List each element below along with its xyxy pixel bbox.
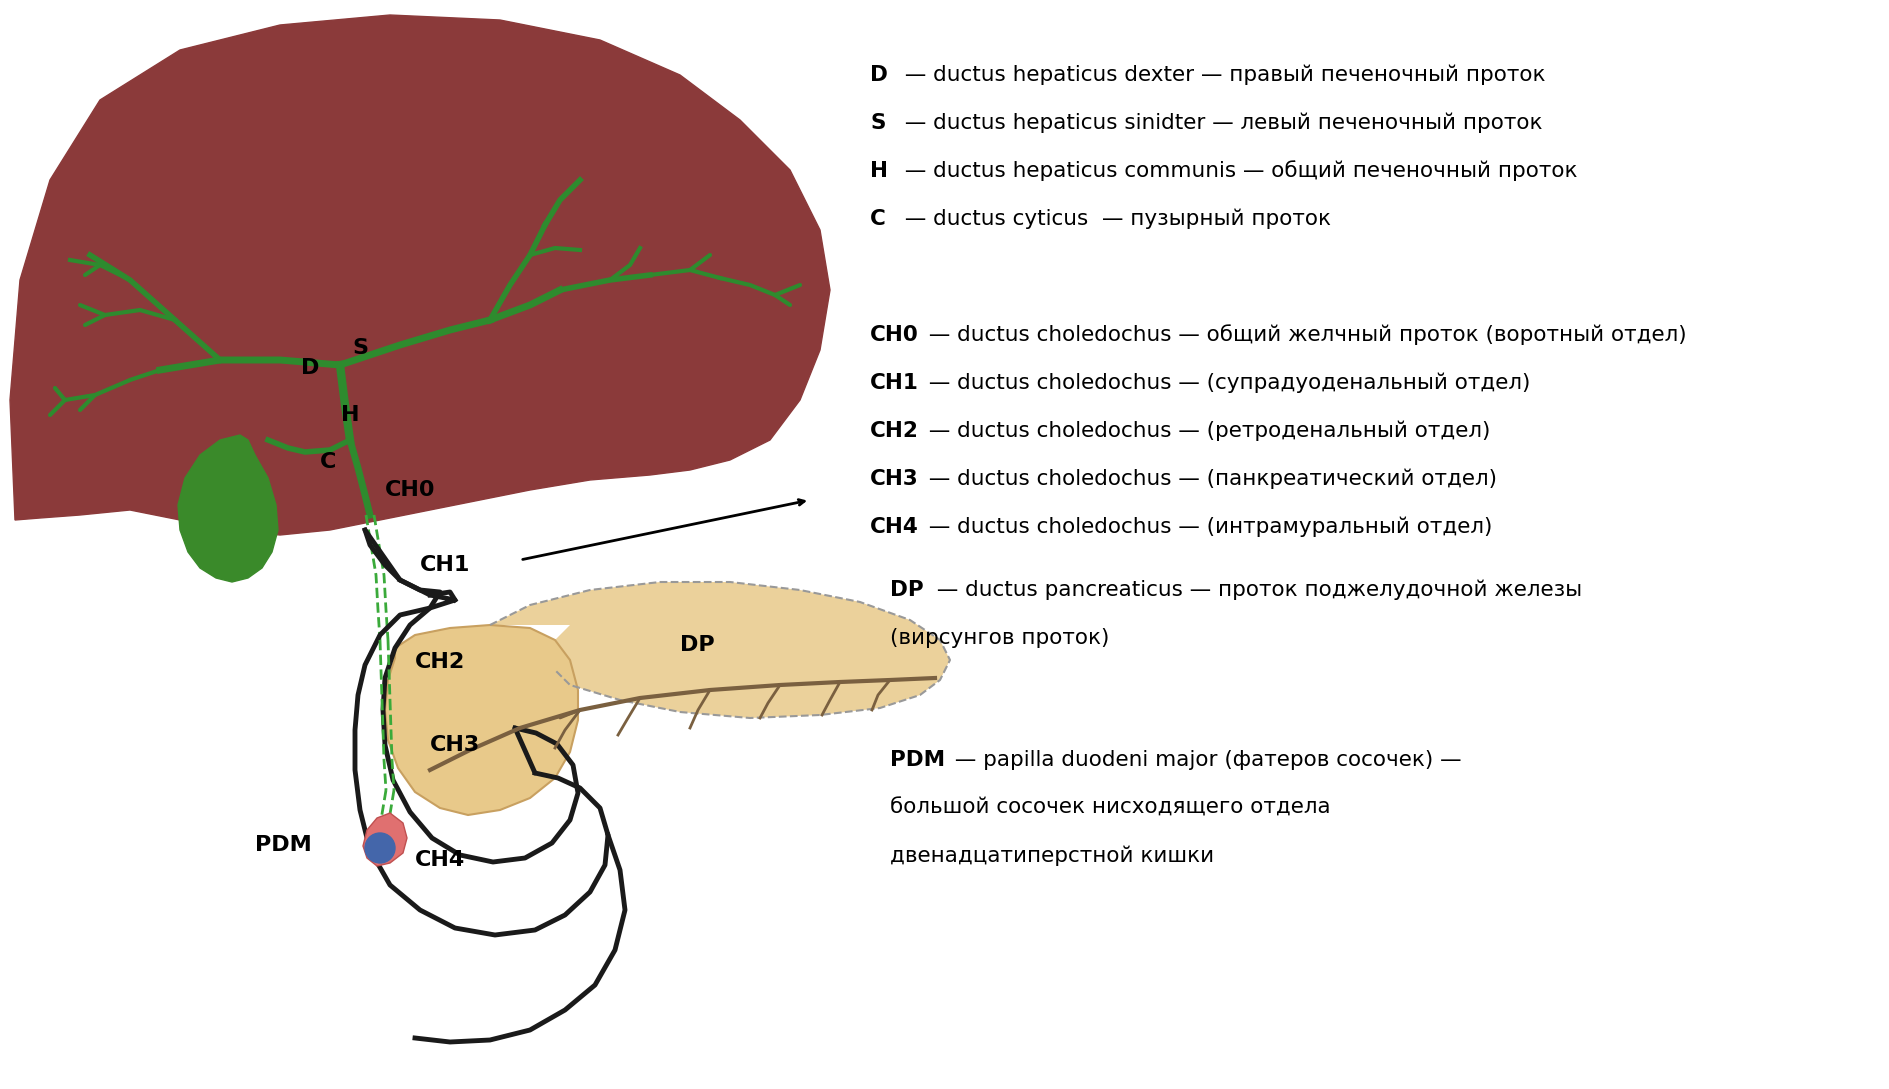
Text: D: D [300, 358, 319, 378]
Text: CH0: CH0 [385, 480, 434, 500]
Text: CH3: CH3 [431, 735, 480, 755]
Polygon shape [489, 582, 950, 718]
Text: — ductus choledochus — (интрамуральный отдел): — ductus choledochus — (интрамуральный о… [922, 517, 1492, 537]
Text: C: C [319, 452, 336, 472]
Text: CH4: CH4 [416, 851, 465, 870]
Text: CH2: CH2 [869, 421, 918, 441]
Text: — ductus hepaticus communis — общий печеночный проток: — ductus hepaticus communis — общий пече… [897, 160, 1577, 182]
Text: — ductus choledochus — (ретроденальный отдел): — ductus choledochus — (ретроденальный о… [922, 420, 1490, 441]
Text: CH1: CH1 [419, 555, 470, 575]
Text: — ductus pancreaticus — проток поджелудочной железы: — ductus pancreaticus — проток поджелудо… [929, 579, 1581, 600]
Text: — ductus choledochus — (панкреатический отдел): — ductus choledochus — (панкреатический … [922, 468, 1496, 489]
Polygon shape [9, 15, 829, 535]
Text: (вирсунгов проток): (вирсунгов проток) [890, 628, 1109, 648]
Text: CH4: CH4 [869, 517, 918, 537]
Text: двенадцатиперстной кишки: двенадцатиперстной кишки [890, 846, 1213, 866]
Text: — ductus hepaticus sinidter — левый печеночный проток: — ductus hepaticus sinidter — левый пече… [897, 113, 1541, 133]
Text: DP: DP [680, 635, 714, 654]
Polygon shape [178, 435, 278, 582]
Text: H: H [340, 405, 359, 425]
Text: — ductus choledochus — (супрадуоденальный отдел): — ductus choledochus — (супрадуоденальны… [922, 372, 1530, 393]
Text: — papilla duodeni major (фатеров сосочек) —: — papilla duodeni major (фатеров сосочек… [948, 750, 1460, 770]
Text: D: D [869, 65, 888, 85]
Text: CH3: CH3 [869, 469, 918, 489]
Text: H: H [869, 161, 888, 181]
Text: S: S [351, 338, 368, 358]
Text: CH1: CH1 [869, 374, 918, 393]
Text: PDM: PDM [890, 750, 944, 770]
Text: PDM: PDM [255, 835, 312, 855]
Text: S: S [869, 113, 886, 133]
Text: CH0: CH0 [869, 325, 918, 345]
Circle shape [365, 833, 395, 862]
Text: DP: DP [890, 580, 924, 600]
Text: — ductus cyticus  — пузырный проток: — ductus cyticus — пузырный проток [897, 209, 1330, 230]
Text: большой сосочек нисходящего отдела: большой сосочек нисходящего отдела [890, 798, 1330, 818]
Polygon shape [385, 625, 578, 815]
Text: CH2: CH2 [416, 652, 465, 672]
Text: — ductus hepaticus dexter — правый печеночный проток: — ductus hepaticus dexter — правый печен… [897, 64, 1545, 85]
Polygon shape [363, 813, 406, 866]
Text: — ductus choledochus — общий желчный проток (воротный отдел): — ductus choledochus — общий желчный про… [922, 325, 1685, 345]
Text: C: C [869, 209, 886, 229]
